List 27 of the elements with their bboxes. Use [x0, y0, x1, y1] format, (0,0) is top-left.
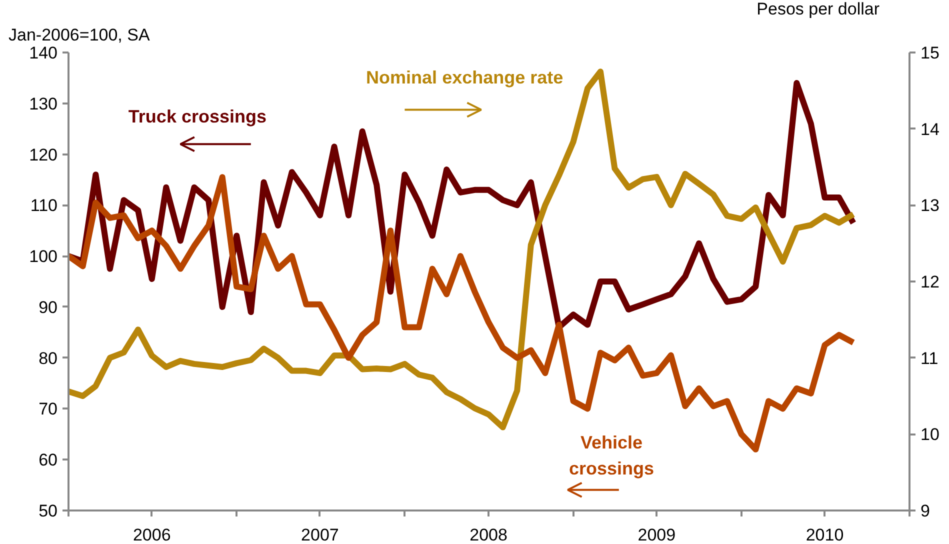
x-tick-label: 2008: [470, 526, 508, 544]
x-tick-label: 2006: [132, 526, 171, 544]
y2-tick-label: 9: [920, 502, 930, 520]
y-tick-label: 120: [29, 145, 58, 164]
y-tick-label: 130: [29, 94, 58, 114]
y-tick-label: 140: [29, 44, 58, 62]
y-tick-label: 50: [38, 502, 58, 520]
y2-tick-label: 15: [920, 44, 940, 62]
y2-tick-label: 12: [920, 272, 940, 292]
y2-tick-label: 14: [920, 120, 940, 139]
y-tick-label: 100: [29, 247, 58, 266]
y-axis-title: Jan-2006=100, SA: [8, 26, 150, 44]
x-tick-label: 2009: [638, 526, 676, 544]
y-tick-label: 110: [30, 196, 58, 216]
text: Truck crossings: [128, 106, 266, 127]
series-label: Vehicle crossings: [568, 432, 654, 479]
y2-tick-label: 13: [920, 196, 940, 216]
y-tick-label: 60: [38, 450, 58, 470]
series-label: Nominal exchange rate: [366, 68, 564, 88]
x-tick-label: 2007: [301, 526, 339, 544]
y-tick-label: 70: [38, 400, 58, 419]
y2-tick-label: 11: [920, 348, 938, 368]
y2-axis-title: Pesos per dollar: [756, 0, 880, 18]
y-tick-label: 90: [38, 298, 58, 317]
x-tick-label: 2010: [806, 526, 844, 544]
y-tick-label: 80: [38, 348, 58, 368]
y2-tick-label: 10: [920, 425, 940, 444]
